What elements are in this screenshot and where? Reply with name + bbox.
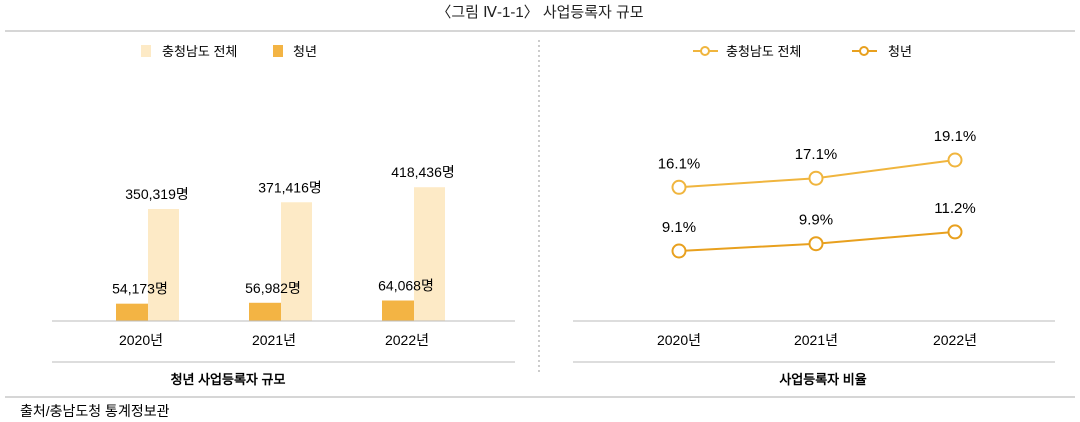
figure-title: 〈그림 Ⅳ-1-1〉 사업등록자 규모 — [436, 4, 643, 21]
bar-total-label: 371,416명 — [258, 179, 322, 195]
line-chart-title: 사업등록자 비율 — [779, 372, 866, 387]
line-point-label: 9.1% — [662, 219, 696, 236]
legend-label-total: 충청남도 전체 — [162, 44, 237, 59]
legend-label-line-total: 충청남도 전체 — [726, 44, 801, 59]
bar-chart-title: 청년 사업등록자 규모 — [171, 372, 286, 387]
line-x-tick-label: 2021년 — [794, 332, 838, 348]
bar-youth-label: 56,982명 — [245, 280, 301, 296]
bar-total — [414, 187, 445, 321]
legend-swatch-total — [141, 45, 151, 57]
line-x-tick-label: 2020년 — [657, 332, 701, 348]
legend-line-youth-icon — [852, 46, 877, 56]
line-point-label: 17.1% — [795, 146, 838, 163]
bar-x-tick-label: 2022년 — [385, 332, 429, 348]
legend-swatch-youth — [273, 45, 283, 57]
source-note: 출처/충남도청 통계정보관 — [20, 403, 170, 419]
bar-total-label: 418,436명 — [391, 164, 455, 180]
line-point — [808, 170, 824, 186]
line-point-label: 9.9% — [799, 212, 833, 229]
bar-x-tick-label: 2021년 — [252, 332, 296, 348]
line-point — [808, 236, 824, 252]
line-point — [671, 179, 687, 195]
bar-youth-label: 54,173명 — [112, 281, 168, 297]
bar-youth — [249, 302, 281, 321]
line-point — [947, 152, 963, 168]
legend-line-total-icon — [693, 46, 718, 56]
bar-total-label: 350,319명 — [125, 186, 189, 202]
line-point-label: 16.1% — [658, 155, 701, 172]
bar-total — [281, 202, 312, 321]
legend-label-line-youth: 청년 — [888, 44, 912, 59]
bar-youth-label: 64,068명 — [378, 278, 434, 294]
bar-x-tick-label: 2020년 — [119, 332, 163, 348]
line-point — [671, 243, 687, 259]
legend-label-youth: 청년 — [293, 44, 317, 59]
bar-youth — [382, 300, 414, 321]
line-point — [947, 224, 963, 240]
bar-total — [148, 209, 179, 321]
line-x-tick-label: 2022년 — [933, 332, 977, 348]
line-point-label: 19.1% — [934, 128, 977, 145]
line-point-label: 11.2% — [934, 200, 975, 217]
bar-youth — [116, 303, 148, 321]
